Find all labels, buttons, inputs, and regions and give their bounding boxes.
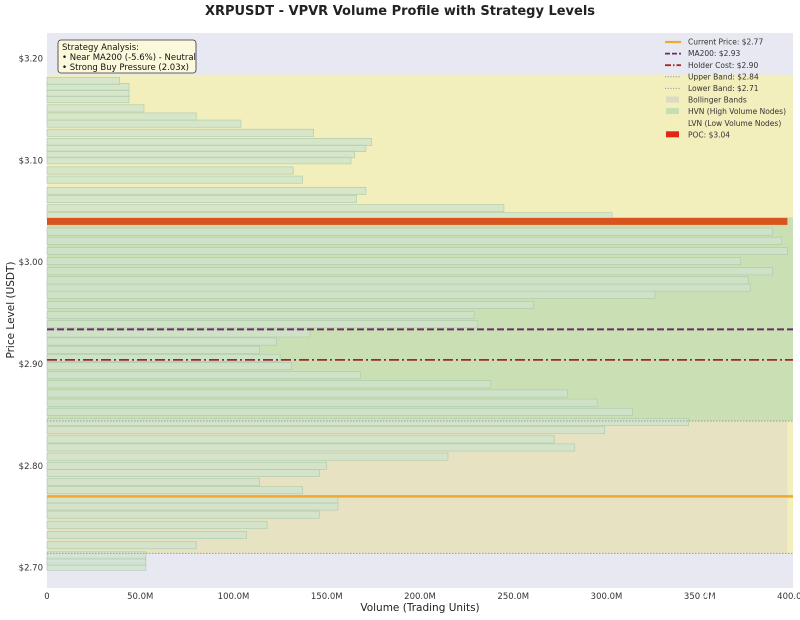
legend-label: Bollinger Bands: [688, 96, 747, 105]
y-tick-label: $2.90: [19, 360, 43, 370]
x-tick-label: 150.0M: [311, 592, 343, 602]
legend-label: HVN (High Volume Nodes): [688, 107, 786, 116]
volume-bar: [46, 290, 656, 299]
volume-bar: [46, 329, 311, 338]
legend-label: Holder Cost: $2.90: [688, 61, 758, 70]
volume-bar: [46, 300, 535, 309]
volume-bar: [46, 502, 339, 511]
volume-bar: [46, 247, 788, 255]
legend-label: MA200: $2.93: [688, 49, 741, 58]
volume-bar: [46, 380, 492, 389]
annotation-title: Strategy Analysis:: [62, 43, 139, 53]
volume-bar: [46, 418, 689, 426]
volume-bar: [46, 311, 475, 319]
y-tick-label: $3.10: [19, 156, 43, 166]
volume-bar: [46, 138, 372, 146]
legend-item-lvn: LVN (Low Volume Nodes): [666, 119, 781, 128]
x-tick-label: 0: [44, 592, 49, 602]
x-tick-label: 100.0M: [218, 592, 250, 602]
x-tick-label: 350.0M: [684, 592, 716, 602]
volume-bar: [46, 362, 292, 370]
volume-bar: [46, 353, 281, 362]
legend-label: Upper Band: $2.84: [688, 72, 759, 81]
volume-bar: [46, 435, 555, 444]
volume-bar: [46, 128, 314, 137]
x-tick-label: 50.0M: [127, 592, 153, 602]
legend-swatch: [666, 96, 679, 103]
volume-bar: [46, 186, 367, 195]
volume-bar: [46, 510, 320, 519]
axes-layer: $2.70 $2.80 $2.90 $3.00 $3.10 $3.20 0 50.0M 100.…: [19, 54, 800, 602]
legend-item-holder: Holder Cost: $2.90: [665, 61, 758, 70]
volume-bar: [46, 267, 773, 276]
volume-bar: [46, 461, 328, 470]
legend-label: Current Price: $2.77: [688, 38, 763, 47]
volume-bar: [46, 104, 145, 113]
annotation-line-2: • Strong Buy Pressure (2.03x): [62, 63, 189, 73]
volume-bar: [46, 236, 783, 245]
y-tick-label: $3.00: [19, 258, 43, 268]
volume-bar: [46, 227, 773, 236]
y-tick-label: $2.80: [19, 462, 43, 472]
legend-item-hvn: HVN (High Volume Nodes): [666, 107, 786, 116]
volume-bar: [46, 204, 505, 213]
volume-bar: [46, 195, 357, 203]
volume-bar: [46, 452, 449, 461]
legend: Current Price: $2.77 MA200: $2.93 Holder C…: [665, 38, 786, 139]
legend-item-bands: Bollinger Bands: [666, 96, 747, 105]
volume-bar: [46, 398, 598, 407]
volume-bar: [46, 337, 277, 346]
volume-bar: [46, 531, 247, 539]
volume-bar: [46, 166, 294, 175]
x-tick-label: 400.0M: [777, 592, 800, 602]
volume-bar: [46, 520, 268, 529]
volume-bar: [46, 541, 197, 550]
volume-bar: [46, 426, 605, 435]
bars-layer: [46, 76, 788, 571]
legend-item-ma200: MA200: $2.93: [665, 49, 741, 58]
legend-swatch: [666, 119, 679, 126]
level-lines-layer: [47, 328, 793, 554]
volume-bar: [46, 112, 197, 121]
volume-bar: [46, 371, 361, 380]
x-tick-label: 200.0M: [404, 592, 436, 602]
legend-swatch: [666, 108, 679, 115]
volume-bar: [46, 469, 320, 477]
volume-bar: [46, 119, 242, 128]
x-axis-label: Volume (Trading Units): [360, 602, 479, 614]
legend-item-upper: Upper Band: $2.84: [665, 72, 759, 81]
volume-bar: [46, 551, 147, 560]
legend-item-poc: POC: $3.04: [666, 130, 730, 139]
volume-bar: [46, 175, 303, 184]
volume-bar: [46, 478, 260, 486]
volume-bar: [46, 486, 303, 495]
legend-label: POC: $3.04: [688, 130, 730, 139]
volume-bar: [46, 257, 742, 266]
legend-label: Lower Band: $2.71: [688, 84, 759, 93]
volume-bar: [46, 407, 633, 416]
volume-bar: [46, 320, 479, 329]
x-tick-label: 300.0M: [591, 592, 623, 602]
poc-bar: [47, 217, 788, 225]
volume-bar: [46, 76, 121, 85]
y-tick-label: $2.70: [19, 564, 43, 574]
legend-swatch: [666, 131, 679, 138]
y-axis-label: Price Level (USDT): [5, 261, 17, 358]
volume-bar: [46, 443, 576, 452]
legend-item-current: Current Price: $2.77: [665, 38, 763, 47]
y-tick-label: $3.20: [19, 54, 43, 64]
volume-bar: [46, 345, 260, 354]
watermark: AI 看盘: [700, 587, 746, 604]
annotation-box: [57, 39, 197, 74]
x-tick-label: 250.0M: [497, 592, 529, 602]
strategy-annotation: Strategy Analysis: • Near MA200 (-5.6%) …: [57, 39, 197, 74]
legend-item-lower: Lower Band: $2.71: [665, 84, 759, 93]
volume-bar: [46, 389, 568, 398]
annotation-line-1: • Near MA200 (-5.6%) - Neutral: [62, 53, 196, 63]
legend-label: LVN (Low Volume Nodes): [688, 119, 781, 128]
volume-bar: [46, 283, 751, 292]
volume-bar: [46, 276, 749, 285]
chart-title: XRPUSDT - VPVR Volume Profile with Strat…: [204, 4, 596, 19]
